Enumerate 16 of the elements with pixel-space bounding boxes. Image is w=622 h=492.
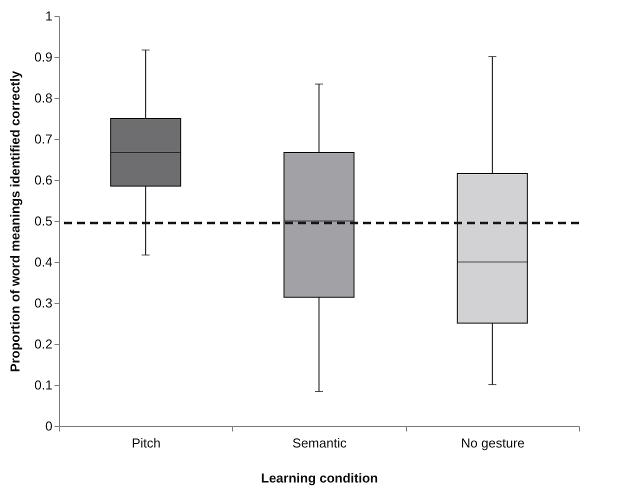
x-tick-label: Semantic xyxy=(292,436,348,450)
y-tick-label: 0.6 xyxy=(34,172,52,188)
y-tick-label: 0.1 xyxy=(34,378,52,392)
x-axis-title: Learning condition xyxy=(261,470,378,486)
y-tick-label: 0.8 xyxy=(34,90,52,106)
x-tick-label: Pitch xyxy=(132,436,161,450)
y-tick-label: 0.2 xyxy=(34,336,52,352)
y-tick-label: 0.4 xyxy=(34,254,52,270)
y-tick-label: 0 xyxy=(45,418,52,434)
y-tick-label: 0.7 xyxy=(34,132,52,146)
y-tick-label: 1 xyxy=(45,8,52,24)
y-tick-label: 0.5 xyxy=(34,214,52,228)
y-tick-label: 0.3 xyxy=(34,296,52,310)
x-tick-label: No gesture xyxy=(461,436,525,450)
y-axis-title: Proportion of word meanings identified correctly xyxy=(7,70,22,372)
y-tick-label: 0.9 xyxy=(34,50,52,64)
